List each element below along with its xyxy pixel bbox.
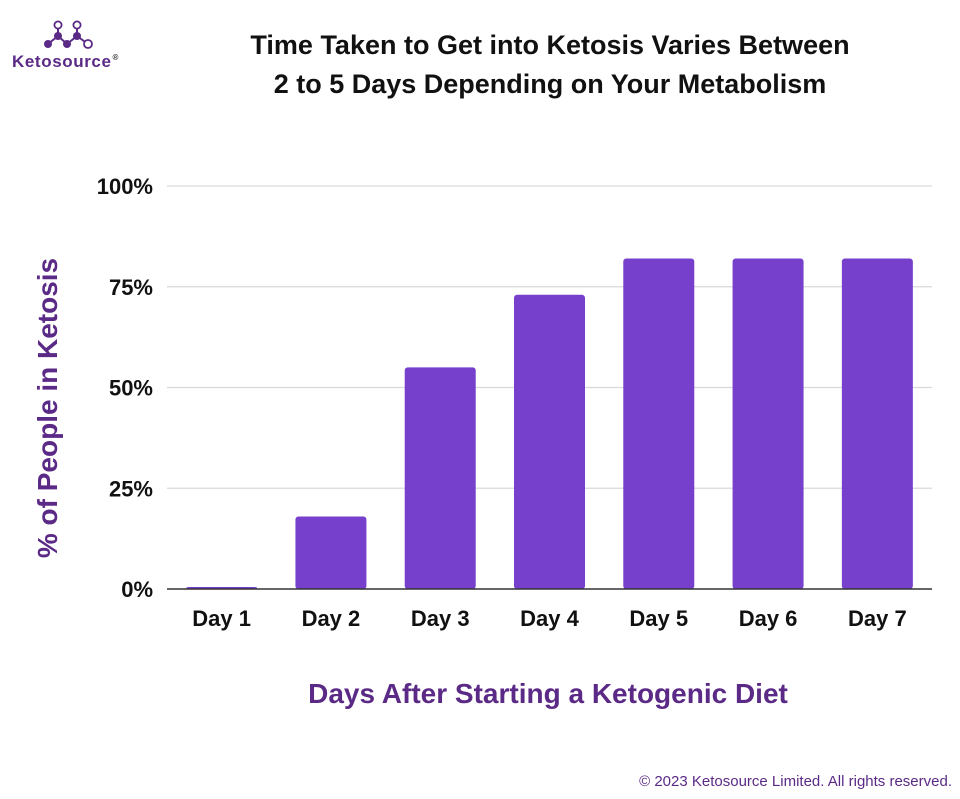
brand-logo: Ketosource®: [12, 18, 152, 78]
x-axis-label: Days After Starting a Ketogenic Diet: [308, 678, 788, 709]
brand-name-suffix: source: [52, 52, 112, 71]
copyright-notice: © 2023 Ketosource Limited. All rights re…: [639, 773, 952, 790]
brand-name-prefix: Keto: [12, 52, 53, 71]
y-tick-label: 75%: [109, 275, 153, 300]
bar: [404, 367, 476, 589]
y-axis-label: % of People in Ketosis: [32, 258, 63, 558]
chart-title-line-2: 2 to 5 Days Depending on Your Metabolism: [273, 69, 827, 99]
chart-title: Time Taken to Get into Ketosis Varies Be…: [190, 26, 910, 104]
axes: 0% 25% 50% 75% 100% Day 1 Day 2 Day 3 Day 4 Day 5…: [97, 174, 932, 631]
y-tick-label: 0%: [121, 577, 153, 602]
registered-mark: ®: [112, 53, 120, 63]
brand-wordmark: Ketosource®: [12, 52, 119, 72]
bars: [186, 258, 913, 589]
chart-title-line-1: Time Taken to Get into Ketosis Varies Be…: [250, 30, 850, 60]
y-tick-label: 50%: [109, 376, 153, 401]
y-tick-label: 25%: [109, 476, 153, 501]
molecule-icon: [44, 20, 93, 49]
x-tick-label: Day 1: [192, 606, 251, 631]
x-tick-label: Day 5: [629, 606, 688, 631]
bar: [732, 258, 804, 589]
x-tick-label: Day 2: [302, 606, 361, 631]
x-tick-label: Day 6: [739, 606, 798, 631]
bar: [514, 294, 585, 589]
bar: [623, 258, 695, 589]
bar: [841, 258, 913, 589]
x-tick-label: Day 3: [411, 606, 470, 631]
y-tick-label: 100%: [97, 174, 153, 199]
bar: [295, 516, 367, 589]
x-tick-label: Day 4: [520, 606, 579, 631]
x-tick-label: Day 7: [848, 606, 907, 631]
